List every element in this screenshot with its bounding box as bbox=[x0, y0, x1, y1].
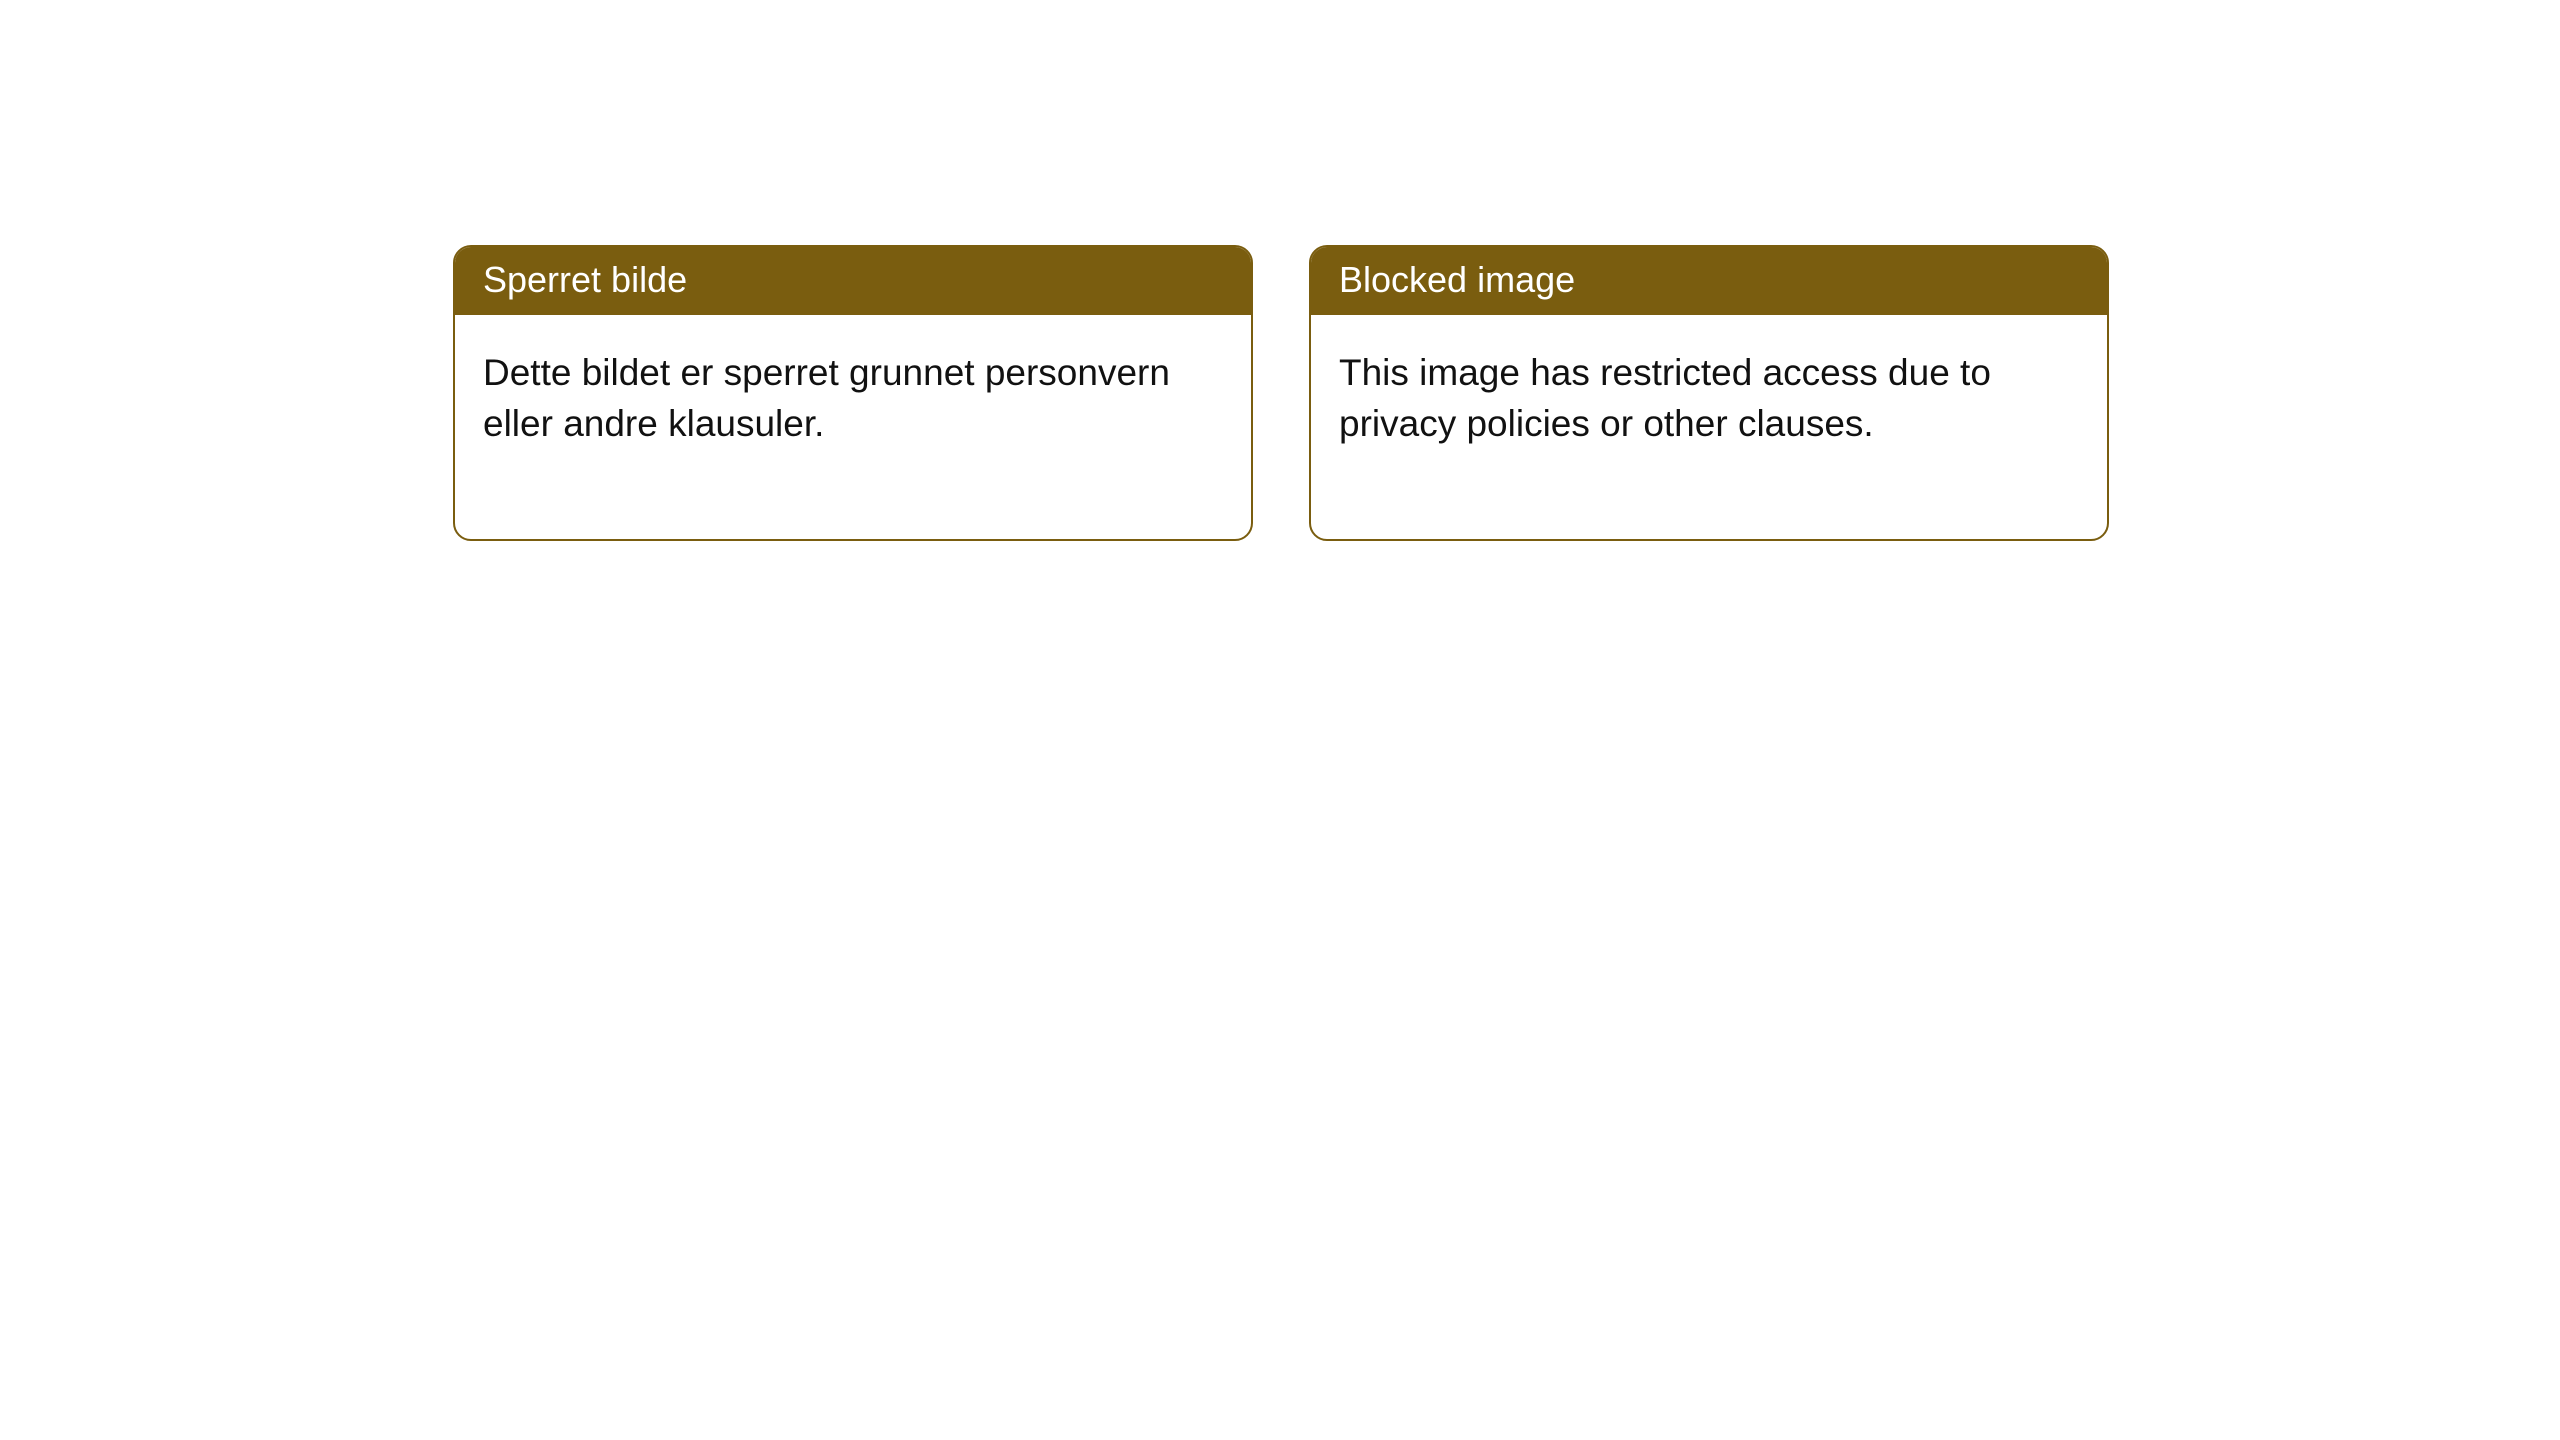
notice-card-norwegian: Sperret bilde Dette bildet er sperret gr… bbox=[453, 245, 1253, 541]
notice-title: Sperret bilde bbox=[483, 259, 687, 300]
notice-header: Blocked image bbox=[1311, 247, 2107, 315]
notice-card-english: Blocked image This image has restricted … bbox=[1309, 245, 2109, 541]
notice-body: Dette bildet er sperret grunnet personve… bbox=[455, 315, 1251, 539]
notice-body-text: Dette bildet er sperret grunnet personve… bbox=[483, 352, 1170, 444]
notice-header: Sperret bilde bbox=[455, 247, 1251, 315]
notice-container: Sperret bilde Dette bildet er sperret gr… bbox=[0, 0, 2560, 541]
notice-title: Blocked image bbox=[1339, 259, 1575, 300]
notice-body: This image has restricted access due to … bbox=[1311, 315, 2107, 539]
notice-body-text: This image has restricted access due to … bbox=[1339, 352, 1991, 444]
